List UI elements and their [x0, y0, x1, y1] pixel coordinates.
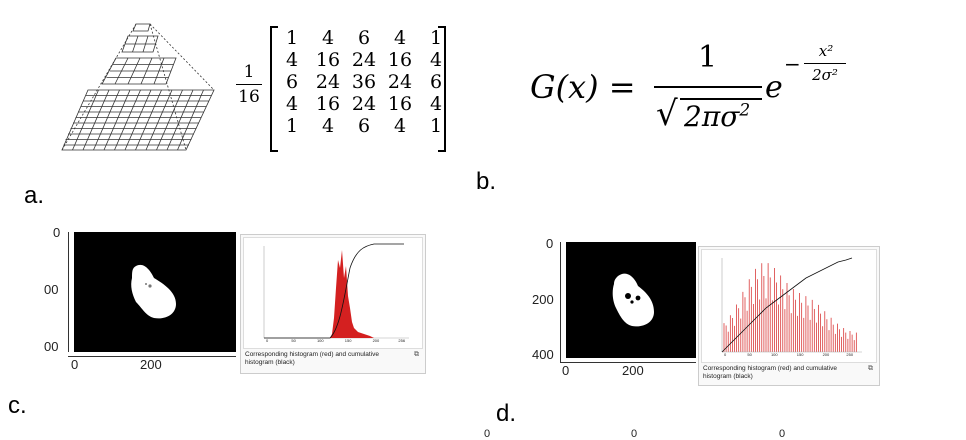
y-tick: 00: [44, 282, 59, 297]
hist-tick: 250: [846, 352, 854, 357]
matrix-cell: 1: [285, 27, 299, 49]
denominator-text: 2πσ: [684, 100, 740, 133]
enlarge-icon[interactable]: ⧉: [868, 365, 873, 372]
x-tick: 0: [562, 363, 570, 378]
panel-label-c: c.: [8, 392, 27, 419]
matrix-cell: 16: [315, 49, 341, 71]
kernel-fraction: 1 16: [236, 62, 262, 107]
histogram-frame: 0 50 100 150 200 250: [701, 249, 877, 363]
matrix-cell: 1: [285, 115, 299, 137]
cropped-tick: 0: [779, 428, 786, 440]
denominator-exponent: 2: [739, 100, 751, 121]
histogram-caption: Corresponding histogram (red) and cumula…: [703, 365, 838, 380]
y-tick: 0: [53, 225, 61, 240]
lesion-mask: [131, 264, 176, 319]
matrix-cell: 4: [321, 27, 335, 49]
y-tick: 400: [532, 347, 554, 362]
lesion-mask: [612, 273, 654, 327]
x-axis-line: [560, 362, 696, 363]
y-tick: 0: [546, 236, 554, 251]
matrix-cell: 4: [393, 115, 407, 137]
matrix-cell: 4: [429, 93, 443, 115]
panel-label-d: d.: [496, 400, 517, 427]
y-tick: 200: [532, 292, 554, 307]
segmented-image: [74, 232, 236, 352]
hist-tick: 100: [770, 352, 778, 357]
exponent-minus: −: [784, 52, 801, 76]
gaussian-formula-numerator: 1: [698, 40, 718, 75]
matrix-cell: 6: [357, 115, 371, 137]
histogram-card-c: 0 50 100 150 200 256 Corresponding histo…: [240, 234, 426, 374]
gaussian-formula-lhs: G(x) =: [530, 68, 636, 106]
hist-tick: 200: [372, 338, 380, 343]
hist-tick: 200: [822, 352, 830, 357]
gaussian-kernel-matrix: 1 4 6 4 1 4 16 24 16 4 6 24 36 24 6 4 16…: [274, 28, 454, 137]
matrix-cell: 4: [393, 27, 407, 49]
matrix-cell: 24: [351, 93, 377, 115]
matrix-cell: 4: [285, 93, 299, 115]
x-tick: 200: [622, 363, 644, 378]
cropped-tick: 0: [484, 428, 491, 440]
matrix-cell: 4: [285, 49, 299, 71]
hist-tick: 256: [398, 338, 406, 343]
fraction-denominator: 16: [238, 87, 260, 107]
matrix-cell: 6: [429, 71, 443, 93]
matrix-right-bracket: [438, 26, 446, 152]
segmented-image: [566, 242, 696, 358]
sqrt-symbol: √: [656, 94, 678, 134]
hist-tick: 50: [747, 352, 752, 357]
histogram-caption: Corresponding histogram (red) and cumula…: [245, 351, 380, 366]
matrix-cell: 16: [387, 49, 413, 71]
gaussian-formula-denominator: 2πσ2: [684, 100, 750, 133]
y-tick: 00: [44, 339, 59, 354]
matrix-left-bracket: [270, 26, 278, 152]
histogram-chart-c: [263, 243, 409, 339]
matrix-cell: 36: [351, 71, 377, 93]
y-axis-line: [68, 232, 69, 352]
histogram-x-ticks: 0 50 100 150 200 250: [724, 351, 874, 359]
enlarge-icon[interactable]: ⧉: [414, 351, 419, 358]
histogram-card-d: 0 50 100 150 200 250 Corresponding histo…: [698, 246, 880, 386]
matrix-cell: 4: [429, 49, 443, 71]
histogram-x-ticks: 0 50 100 150 200 256: [266, 337, 416, 345]
histogram-chart-d: [721, 257, 862, 353]
exponent-denominator: 2σ²: [812, 66, 838, 84]
panel-label-b: b.: [476, 168, 497, 195]
matrix-cell: 6: [285, 71, 299, 93]
matrix-cell: 6: [357, 27, 371, 49]
matrix-cell: 24: [351, 49, 377, 71]
x-axis-line: [68, 356, 236, 357]
exponential-e: e: [765, 70, 783, 105]
matrix-cell: 24: [315, 71, 341, 93]
x-tick: 200: [140, 357, 162, 372]
histogram-frame: 0 50 100 150 200 256: [243, 237, 423, 349]
matrix-cell: 24: [387, 71, 413, 93]
fraction-numerator: 1: [243, 62, 255, 82]
y-axis-line: [560, 242, 561, 362]
hist-tick: 150: [344, 338, 352, 343]
matrix-cell: 1: [429, 27, 443, 49]
panel-label-a: a.: [24, 182, 45, 209]
matrix-cell: 16: [315, 93, 341, 115]
fraction-bar: [654, 86, 762, 88]
x-tick: 0: [71, 357, 79, 372]
pyramid-diagram: [61, 23, 215, 151]
exponent-numerator: x²: [818, 42, 834, 60]
hist-tick: 150: [796, 352, 804, 357]
hist-tick: 100: [316, 338, 324, 343]
hist-tick: 0: [266, 338, 269, 343]
hist-tick: 0: [724, 352, 727, 357]
sqrt-overline: [680, 98, 762, 100]
matrix-cell: 16: [387, 93, 413, 115]
cropped-tick: 0: [631, 428, 638, 440]
matrix-cell: 4: [321, 115, 335, 137]
exponent-fraction-bar: [804, 63, 846, 64]
matrix-cell: 1: [429, 115, 443, 137]
hist-tick: 50: [291, 338, 296, 343]
